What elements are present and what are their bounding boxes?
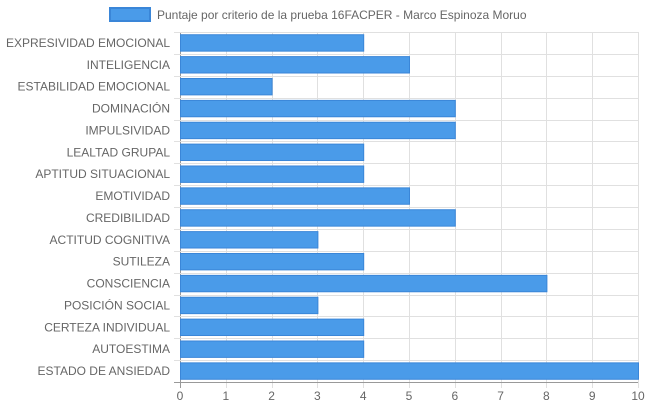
x-tick-label: 0 (177, 389, 184, 403)
legend[interactable]: Puntaje por criterio de la prueba 16FACP… (109, 7, 527, 22)
category-label: LEALTAD GRUPAL (67, 145, 171, 159)
x-tick-label: 3 (314, 389, 321, 403)
bar[interactable] (180, 340, 365, 358)
category-label: IMPULSIVIDAD (85, 123, 170, 137)
category-label: POSICIÓN SOCIAL (64, 297, 170, 312)
x-tick-label: 5 (406, 389, 413, 403)
category-label: EMOTIVIDAD (95, 189, 170, 203)
grid-lines (174, 32, 639, 388)
x-tick-label: 6 (451, 389, 458, 403)
legend-label: Puntaje por criterio de la prueba 16FACP… (157, 8, 527, 22)
category-label: ACTITUD COGNITIVA (50, 233, 170, 247)
bar[interactable] (180, 209, 456, 227)
category-label: ESTABILIDAD EMOCIONAL (18, 80, 171, 94)
category-label: CREDIBILIDAD (86, 211, 170, 225)
category-label: INTELIGENCIA (87, 58, 170, 72)
bar[interactable] (180, 77, 273, 96)
bar[interactable] (180, 362, 639, 380)
x-axis-ticks: 0 1 2 3 4 5 6 7 8 9 10 (177, 389, 645, 403)
x-tick-label: 7 (497, 389, 504, 403)
category-labels: EXPRESIVIDAD EMOCIONAL INTELIGENCIA ESTABI… (6, 36, 170, 378)
bar[interactable] (180, 318, 365, 337)
category-label: SUTILEZA (113, 255, 170, 269)
bar[interactable] (180, 143, 365, 162)
x-tick-label: 4 (360, 389, 367, 403)
category-label: AUTOESTIMA (92, 342, 170, 356)
bar[interactable] (180, 99, 456, 118)
bar[interactable] (180, 165, 365, 183)
bars (180, 34, 639, 380)
bar[interactable] (180, 187, 410, 205)
legend-swatch (109, 7, 151, 22)
x-tick-label: 10 (631, 389, 645, 403)
bar[interactable] (180, 252, 365, 271)
bar[interactable] (180, 274, 548, 293)
category-label: ESTADO DE ANSIEDAD (38, 364, 171, 378)
bar[interactable] (180, 296, 319, 315)
category-label: APTITUD SITUACIONAL (35, 167, 170, 181)
category-label: EXPRESIVIDAD EMOCIONAL (6, 36, 170, 50)
x-tick-label: 1 (222, 389, 229, 403)
bar[interactable] (180, 34, 365, 52)
bar[interactable] (180, 121, 456, 140)
x-tick-label: 9 (589, 389, 596, 403)
bar[interactable] (180, 231, 319, 249)
x-tick-label: 8 (543, 389, 550, 403)
bar[interactable] (180, 56, 410, 74)
category-label: DOMINACIÓN (92, 101, 170, 116)
category-label: CERTEZA INDIVIDUAL (44, 320, 170, 334)
x-tick-label: 2 (268, 389, 275, 403)
category-label: CONSCIENCIA (87, 277, 170, 291)
